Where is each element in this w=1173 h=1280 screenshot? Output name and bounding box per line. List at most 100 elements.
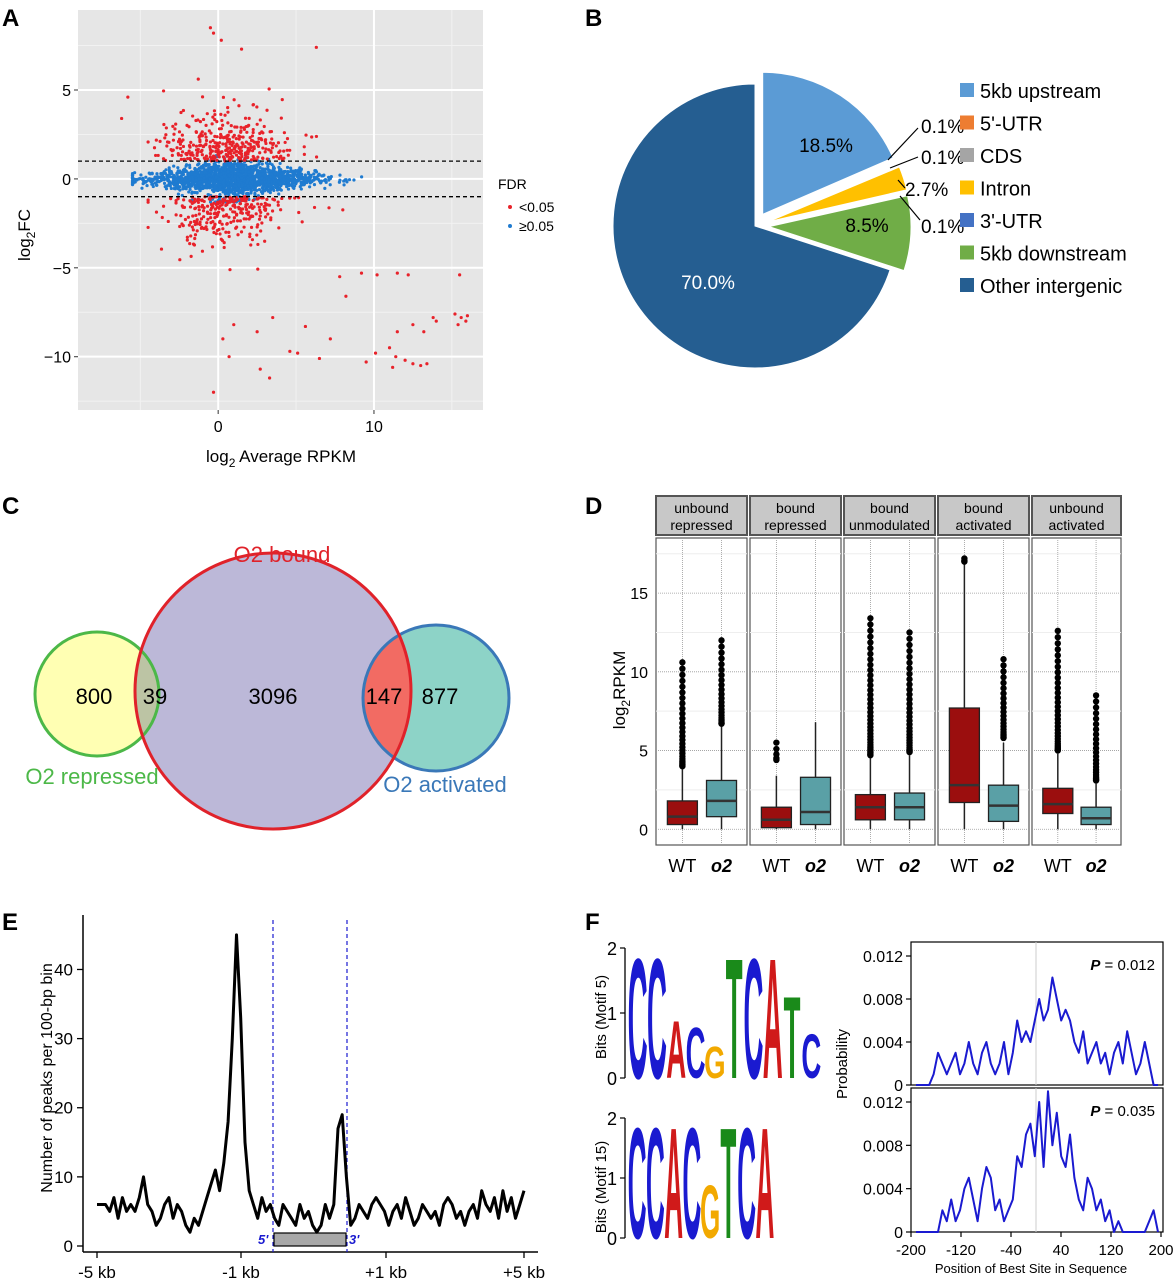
ma-point-ns <box>172 164 176 168</box>
ma-point-ns <box>139 173 143 177</box>
ma-point-ns <box>217 197 221 201</box>
facet-strip-label-1: bound <box>964 500 1003 516</box>
ma-point-sig <box>179 110 183 115</box>
box-outlier <box>679 719 686 727</box>
box-outlier <box>1000 685 1007 692</box>
box-outlier <box>867 696 874 703</box>
logo-y-tick-label: 0 <box>607 1229 617 1249</box>
ma-point-ns <box>195 191 199 195</box>
ma-point-sig <box>232 203 237 207</box>
ma-point-ns <box>178 185 182 189</box>
ma-point-sig <box>204 138 209 143</box>
ma-point-sig <box>221 337 225 341</box>
prob-y-tick-label: 0.012 <box>863 949 903 966</box>
box-body-wt <box>948 707 981 804</box>
ma-point-ns <box>133 180 137 184</box>
ma-point-sig <box>120 116 124 121</box>
ma-point-ns <box>144 175 148 179</box>
ma-point-ns <box>253 193 257 197</box>
ma-point-ns <box>165 184 169 188</box>
ma-point-sig <box>196 200 201 205</box>
box-body-o2 <box>987 784 1020 823</box>
ma-point-ns <box>162 181 167 185</box>
ma-point-ns <box>253 174 257 178</box>
ma-point-sig <box>191 143 196 147</box>
ma-point-ns <box>150 182 154 186</box>
ma-plot-points <box>78 26 483 394</box>
ma-point-ns <box>247 165 251 170</box>
peak-y-tick-label: 10 <box>54 1168 73 1187</box>
box-outlier <box>1092 715 1100 722</box>
ma-point-ns <box>188 184 192 189</box>
venn-value-repressed: 800 <box>76 684 113 709</box>
ma-point-sig <box>220 222 224 226</box>
ma-point-sig <box>218 220 222 225</box>
ma-point-ns <box>190 191 194 195</box>
ma-point-ns <box>218 177 222 181</box>
ma-point-ns <box>198 189 202 193</box>
peak-x-tick-label: -1 kb <box>222 1263 260 1280</box>
ma-point-sig <box>215 195 219 199</box>
ma-point-sig <box>181 138 185 142</box>
ma-point-ns <box>141 182 145 186</box>
ma-point-sig <box>187 149 191 153</box>
ma-point-sig <box>242 126 246 130</box>
ma-point-sig <box>188 199 192 203</box>
ma-point-ns <box>282 177 286 181</box>
ma-point-sig <box>181 144 186 149</box>
pvalue-text: P = 0.012 <box>1090 957 1155 974</box>
ma-point-sig <box>403 358 407 362</box>
ma-point-sig <box>179 157 183 161</box>
ma-point-ns <box>313 169 317 173</box>
ma-point-ns <box>317 173 321 177</box>
ma-point-sig <box>224 214 228 218</box>
ma-point-sig <box>200 148 204 152</box>
ma-point-sig <box>211 115 215 119</box>
ma-point-sig <box>220 150 224 154</box>
ma-point-sig <box>338 275 342 279</box>
ma-point-ns <box>239 176 244 180</box>
ma-point-sig <box>205 210 210 214</box>
ma-point-sig <box>209 202 214 207</box>
ma-point-sig <box>314 45 318 49</box>
ma-point-ns <box>176 170 180 174</box>
ma-point-ns <box>258 165 262 170</box>
ma-point-sig <box>180 150 185 154</box>
ma-point-sig <box>200 203 205 208</box>
ma-point-sig <box>251 127 255 132</box>
box-outlier <box>679 659 686 666</box>
pie-legend-label: 5kb upstream <box>980 81 1101 103</box>
logo-letter: G <box>704 1037 725 1088</box>
ma-point-ns <box>297 172 302 176</box>
ma-point-ns <box>195 170 199 174</box>
ma-point-sig <box>174 198 178 203</box>
ma-point-ns <box>287 183 291 188</box>
panel-label-b: B <box>585 5 602 32</box>
box-outlier <box>1054 663 1062 671</box>
ma-point-sig <box>199 217 204 221</box>
ma-point-sig <box>220 118 224 123</box>
box-outlier <box>1054 694 1062 701</box>
ma-point-sig <box>231 135 235 139</box>
ma-point-sig <box>237 207 241 211</box>
ma-point-ns <box>267 188 271 192</box>
ma-point-sig <box>215 158 219 162</box>
ma-point-ns <box>223 173 227 178</box>
ma-point-sig <box>170 149 174 153</box>
ma-point-sig <box>186 215 190 219</box>
ma-point-sig <box>208 26 213 30</box>
boxplot-y-tick-label: 0 <box>639 822 648 839</box>
pie-inner-label: 18.5% <box>799 136 853 157</box>
venn-value-overlap-repressed: 39 <box>143 684 167 709</box>
ma-point-sig <box>279 116 283 120</box>
ma-point-sig <box>247 116 251 120</box>
ma-point-sig <box>211 390 216 394</box>
ma-point-ns <box>134 177 138 182</box>
ma-point-sig <box>216 148 220 152</box>
box-outlier <box>718 671 725 679</box>
ma-point-sig <box>271 155 276 159</box>
ma-point-sig <box>174 201 178 205</box>
ma-point-sig <box>251 103 256 107</box>
ma-point-ns <box>246 184 250 188</box>
ma-point-ns <box>255 188 259 193</box>
